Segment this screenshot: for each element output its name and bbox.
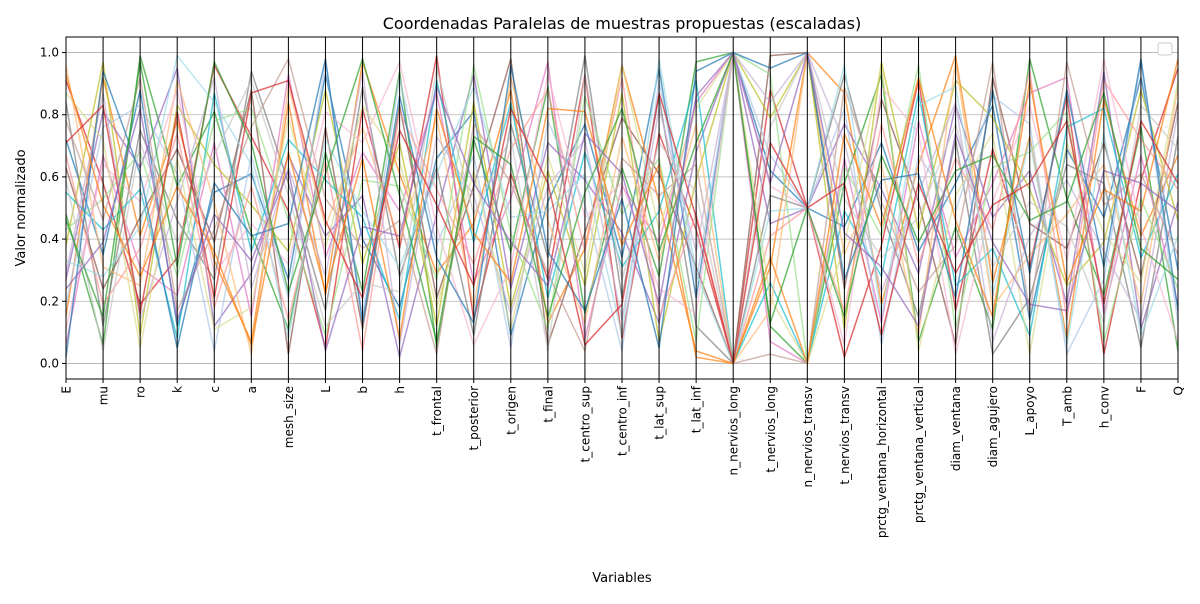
x-tick-label: prctg_ventana_horizontal (875, 386, 889, 538)
x-tick-label: t_nervios_transv (838, 386, 852, 485)
y-tick-label: 0.2 (40, 294, 59, 308)
x-tick-label: t_centro_inf (616, 385, 630, 456)
x-tick-label: t_posterior (467, 386, 481, 451)
x-tick-label: prctg_ventana_vertical (912, 386, 926, 523)
y-tick-label: 0.8 (40, 108, 59, 122)
x-tick-label: k (171, 386, 185, 393)
x-tick-label: t_lat_inf (690, 385, 704, 433)
y-axis-label: Valor normalizado (14, 149, 29, 266)
x-tick-label: c (208, 386, 222, 393)
x-tick-label: n_nervios_transv (801, 386, 815, 488)
x-tick-label: b (356, 386, 370, 394)
parallel-axes (65, 37, 1179, 379)
x-tick-label: ro (134, 386, 148, 398)
x-tick-label: F (1134, 386, 1148, 393)
x-tick-label: L_apoyo (1023, 386, 1037, 435)
x-tick-label: t_origen (504, 386, 518, 435)
x-tick-label: h (393, 386, 407, 394)
x-tick-label: diam_agujero (986, 386, 1000, 467)
x-tick-label: mesh_size (282, 386, 296, 448)
x-tick-label: t_nervios_long (764, 386, 778, 473)
x-tick-label: mu (97, 386, 111, 405)
y-ticks: 0.0 0.2 0.4 0.6 0.8 1.0 (40, 46, 66, 370)
x-tick-label: a (245, 386, 259, 393)
y-tick-label: 0.6 (40, 170, 59, 184)
x-tick-label: T_amb (1060, 386, 1074, 427)
x-tick-label: E (60, 386, 74, 394)
x-tick-label: L (319, 386, 333, 393)
x-tick-label: t_lat_sup (653, 386, 667, 440)
y-tick-label: 0.0 (40, 356, 59, 370)
legend-box (1157, 42, 1173, 56)
x-tick-label: diam_ventana (949, 386, 963, 471)
y-tick-label: 0.4 (40, 232, 59, 246)
x-tick-label: Q (1172, 386, 1186, 395)
x-tick-label: t_centro_sup (578, 386, 592, 462)
x-tick-label: t_final (541, 386, 555, 423)
chart-title: Coordenadas Paralelas de muestras propue… (383, 14, 861, 33)
x-tick-label: t_frontal (430, 386, 444, 436)
x-tick-label: h_conv (1097, 386, 1111, 428)
x-axis-label: Variables (592, 571, 652, 586)
y-tick-label: 1.0 (40, 46, 59, 60)
x-tick-label: n_nervios_long (727, 386, 741, 475)
